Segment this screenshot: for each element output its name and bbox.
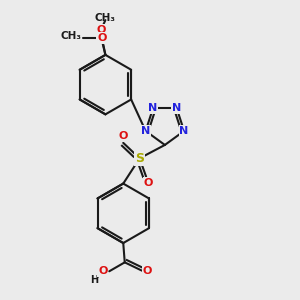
Text: N: N bbox=[148, 103, 158, 113]
Text: N: N bbox=[179, 126, 189, 136]
Text: O: O bbox=[142, 266, 152, 276]
Text: O: O bbox=[97, 33, 106, 43]
Text: CH₃: CH₃ bbox=[95, 13, 116, 23]
Text: O: O bbox=[118, 131, 128, 141]
Text: N: N bbox=[172, 103, 182, 113]
Text: N: N bbox=[141, 126, 150, 136]
Text: H: H bbox=[90, 274, 98, 285]
Text: O: O bbox=[98, 266, 107, 276]
Text: O: O bbox=[144, 178, 153, 188]
Text: O: O bbox=[96, 25, 106, 35]
Text: CH₃: CH₃ bbox=[60, 31, 81, 41]
Text: S: S bbox=[135, 152, 144, 165]
